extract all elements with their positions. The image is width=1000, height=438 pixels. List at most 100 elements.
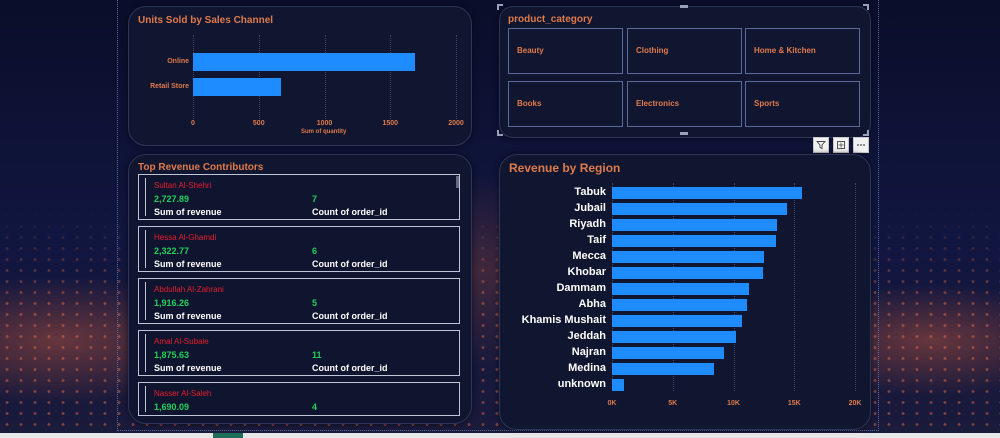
x-tick-label: 1500 bbox=[382, 120, 399, 127]
slicer-item-clothing[interactable]: Clothing bbox=[627, 28, 742, 74]
focus-mode-icon[interactable] bbox=[833, 137, 849, 153]
contributor-card[interactable]: Abdullah Al-Zahrani 1,916.26 5 Sum of re… bbox=[138, 278, 460, 324]
filter-icon[interactable] bbox=[813, 137, 829, 153]
x-tick-label: 1000 bbox=[316, 120, 333, 127]
gridline bbox=[456, 35, 457, 119]
region-label: Taif bbox=[587, 234, 606, 246]
contributor-order-count: 4 bbox=[312, 402, 318, 412]
contributor-order-count: 5 bbox=[312, 298, 318, 308]
taskbar-active-app[interactable] bbox=[213, 433, 243, 438]
region-label: Khamis Mushait bbox=[521, 314, 606, 326]
bar[interactable] bbox=[612, 267, 763, 279]
slicer-item-beauty[interactable]: Beauty bbox=[508, 28, 623, 74]
bar[interactable] bbox=[612, 219, 778, 231]
contributor-revenue: 1,916.26 bbox=[154, 298, 190, 308]
bar[interactable] bbox=[612, 379, 625, 391]
gridline bbox=[324, 35, 326, 119]
report-canvas-frame bbox=[117, 0, 879, 431]
bar[interactable] bbox=[193, 78, 282, 96]
bar[interactable] bbox=[193, 53, 416, 71]
gridline bbox=[258, 35, 260, 119]
contributor-order-count: 7 bbox=[312, 194, 318, 204]
region-label: Mecca bbox=[572, 250, 606, 262]
resize-handle-bottom-left[interactable] bbox=[497, 130, 503, 136]
region-label: Riyadh bbox=[569, 218, 606, 230]
region-label: Khobar bbox=[567, 266, 607, 278]
contributor-revenue: 1,690.09 bbox=[154, 402, 190, 412]
contributor-card[interactable]: Hessa Al-Ghamdi 2,322.77 6 Sum of revenu… bbox=[138, 226, 460, 272]
contributor-order-count: 6 bbox=[312, 246, 318, 256]
slicer-title: product_category bbox=[508, 14, 593, 25]
gridline bbox=[390, 35, 392, 119]
units-sold-card[interactable]: Units Sold by Sales Channel 0 500 1000 1500… bbox=[128, 6, 472, 146]
category-label: Online bbox=[167, 58, 189, 65]
bar[interactable] bbox=[612, 283, 750, 295]
contributor-name: Abdullah Al-Zahrani bbox=[154, 285, 224, 294]
region-chart-title: Revenue by Region bbox=[509, 161, 621, 175]
contributor-order-count: 11 bbox=[312, 350, 322, 360]
bar[interactable] bbox=[612, 347, 724, 359]
x-tick-label: 5K bbox=[668, 400, 678, 407]
bar[interactable] bbox=[612, 187, 802, 199]
slicer-item-home-kitchen[interactable]: Home & Kitchen bbox=[745, 28, 860, 74]
slicer-item-electronics[interactable]: Electronics bbox=[627, 81, 742, 127]
resize-handle-top-right[interactable] bbox=[863, 4, 869, 10]
contributor-name: Sultan Al-Shehri bbox=[154, 181, 212, 190]
bar[interactable] bbox=[612, 235, 777, 247]
x-tick-label: 0K bbox=[607, 400, 617, 407]
order-count-label: Count of order_id bbox=[312, 363, 388, 373]
bar[interactable] bbox=[612, 363, 715, 375]
bar[interactable] bbox=[612, 203, 787, 215]
contributor-revenue: 2,727.89 bbox=[154, 194, 190, 204]
region-label: Jeddah bbox=[567, 330, 606, 342]
x-tick-label: 2000 bbox=[448, 120, 464, 127]
revenue-label: Sum of revenue bbox=[154, 311, 222, 321]
region-label: Medina bbox=[568, 362, 606, 374]
resize-handle-top[interactable] bbox=[680, 5, 688, 8]
region-label: Jubail bbox=[574, 202, 606, 214]
bar[interactable] bbox=[612, 331, 736, 343]
resize-handle-top-left[interactable] bbox=[497, 4, 503, 10]
region-label: Abha bbox=[578, 298, 607, 310]
bar[interactable] bbox=[612, 251, 764, 263]
x-tick-label: 10K bbox=[727, 400, 740, 407]
more-options-icon[interactable] bbox=[853, 137, 869, 153]
x-tick-label: 15K bbox=[787, 400, 801, 407]
region-label: unknown bbox=[557, 378, 606, 390]
revenue-label: Sum of revenue bbox=[154, 259, 222, 269]
resize-handle-bottom[interactable] bbox=[680, 132, 688, 135]
units-sold-plot: 0 500 1000 1500 2000 Online Retail Store bbox=[129, 7, 471, 145]
contributor-name: Hessa Al-Ghamdi bbox=[154, 233, 217, 242]
gridline bbox=[193, 35, 194, 119]
category-label: Retail Store bbox=[150, 83, 189, 90]
units-sold-title: Units Sold by Sales Channel bbox=[138, 15, 274, 26]
region-label: Tabuk bbox=[574, 186, 606, 198]
taskbar bbox=[0, 433, 1000, 438]
x-tick-label: 500 bbox=[252, 120, 265, 127]
gridline bbox=[855, 183, 856, 391]
order-count-label: Count of order_id bbox=[312, 259, 388, 269]
slicer-item-books[interactable]: Books bbox=[508, 81, 623, 127]
slicer-item-sports[interactable]: Sports bbox=[745, 81, 860, 127]
bar[interactable] bbox=[612, 315, 742, 327]
region-plot: 0K 5K 10K 15K 20K Tabuk Jubail Riyadh Taif Mecca K… bbox=[500, 155, 870, 429]
contributor-revenue: 1,875.63 bbox=[154, 350, 190, 360]
contributor-card[interactable]: Amal Al-Subaie 1,875.63 11 Sum of revenu… bbox=[138, 330, 460, 376]
contributor-card[interactable]: Sultan Al-Shehri 2,727.89 7 Sum of reven… bbox=[138, 174, 460, 220]
revenue-label: Sum of revenue bbox=[154, 363, 222, 373]
resize-handle-bottom-right[interactable] bbox=[863, 130, 869, 136]
bar[interactable] bbox=[612, 299, 747, 311]
contributor-name: Nasser Al-Saleh bbox=[154, 389, 212, 398]
contributors-title: Top Revenue Contributors bbox=[138, 162, 264, 173]
order-count-label: Count of order_id bbox=[312, 311, 388, 321]
gridline bbox=[794, 183, 796, 391]
region-label: Najran bbox=[571, 346, 606, 358]
x-tick-label: 0 bbox=[191, 120, 195, 127]
product-category-slicer[interactable]: product_category Beauty Clothing Home & … bbox=[499, 6, 871, 138]
contributor-revenue: 2,322.77 bbox=[154, 246, 190, 256]
x-tick-label: 20K bbox=[848, 400, 862, 407]
contributor-card[interactable]: Nasser Al-Saleh 1,690.09 4 bbox=[138, 382, 460, 416]
revenue-by-region-card[interactable]: Revenue by Region 0K 5K 10K 15K 20K Tabuk Juba… bbox=[499, 154, 871, 430]
region-label: Dammam bbox=[556, 282, 606, 294]
contributor-name: Amal Al-Subaie bbox=[154, 337, 209, 346]
